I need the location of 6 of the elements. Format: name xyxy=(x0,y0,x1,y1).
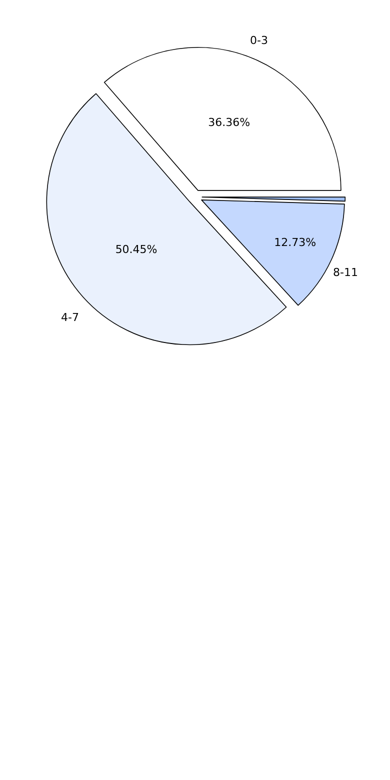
slice-label: 8-11 xyxy=(333,266,358,279)
slice-label: 4-7 xyxy=(61,311,79,324)
data-label: 50.45% xyxy=(115,242,158,256)
data-label: 36.36% xyxy=(208,116,250,129)
slice-label: 0-3 xyxy=(250,34,268,47)
data-label: 12.73% xyxy=(274,236,316,250)
